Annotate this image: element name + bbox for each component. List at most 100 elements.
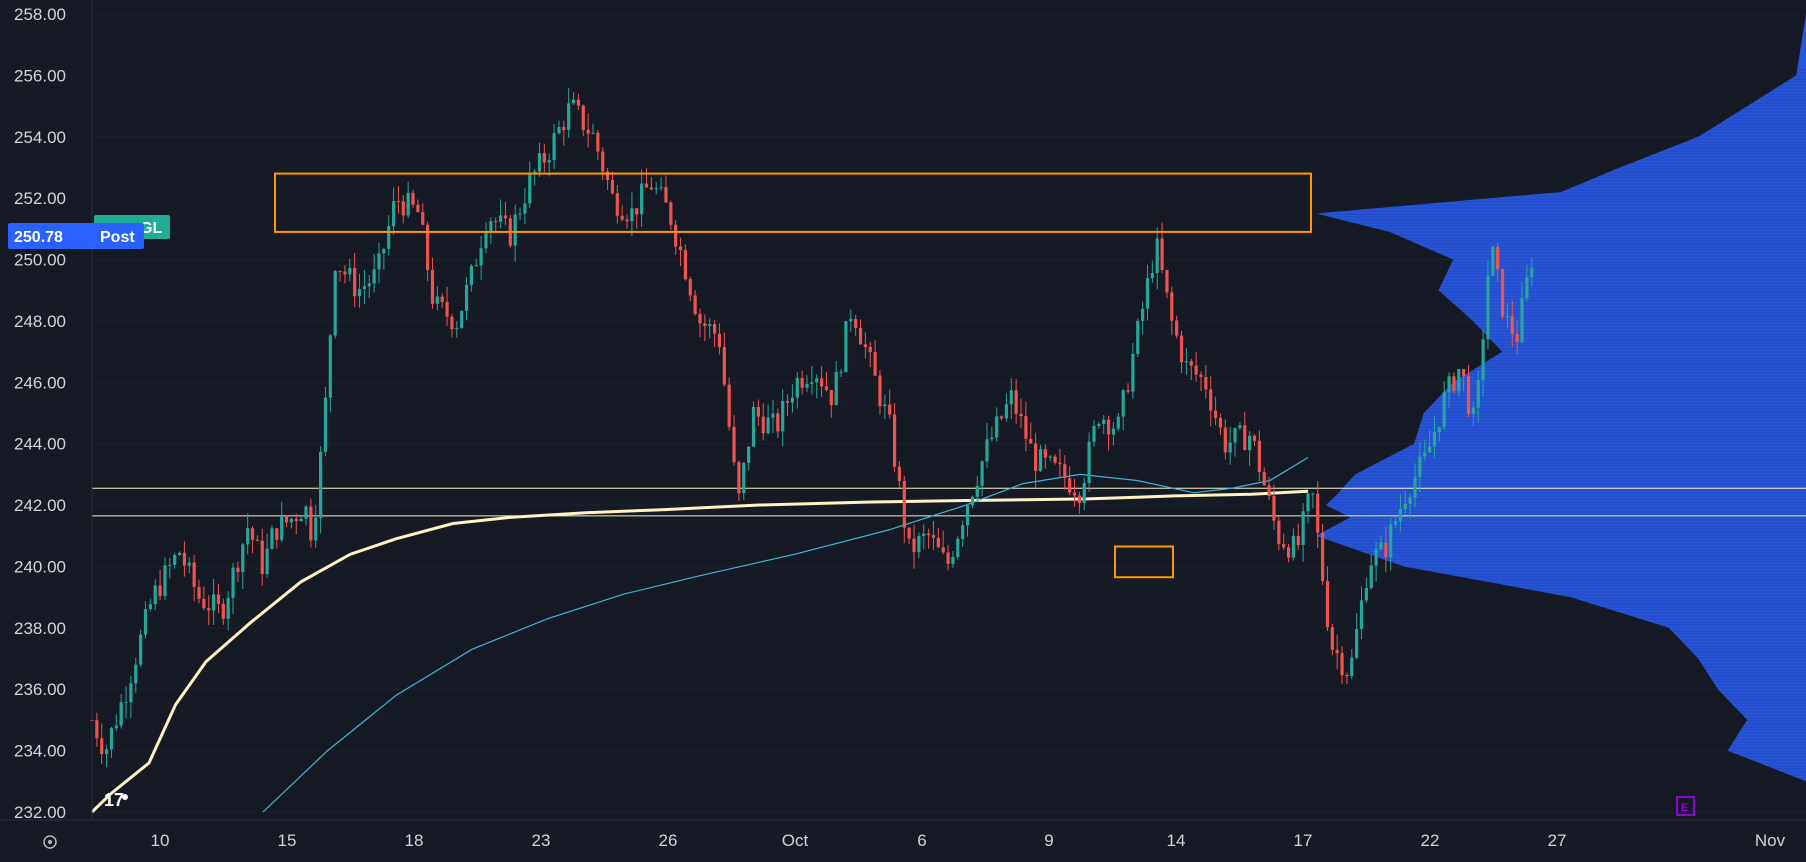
candle-body xyxy=(260,540,264,575)
candle-body xyxy=(683,250,688,280)
price-tick-label: 236.00 xyxy=(14,680,66,699)
candle-body xyxy=(489,221,493,232)
candle-body xyxy=(820,378,824,387)
candle-body xyxy=(503,215,508,219)
candle-body xyxy=(747,446,751,463)
candle-body xyxy=(1209,389,1213,411)
candle-body xyxy=(1257,440,1261,473)
time-tick-label: 10 xyxy=(151,831,170,850)
candle-body xyxy=(1121,390,1125,417)
candle-body xyxy=(1170,292,1174,321)
candle-body xyxy=(610,180,615,194)
candle-body xyxy=(523,203,527,214)
candle-body xyxy=(1106,419,1111,435)
candle-body xyxy=(858,327,863,345)
candle-body xyxy=(605,171,610,181)
candle-body xyxy=(304,506,308,519)
candle-body xyxy=(1184,361,1188,363)
candle-body xyxy=(586,129,590,134)
candle-body xyxy=(1389,524,1393,558)
candle-body xyxy=(455,327,459,330)
candle-body xyxy=(1063,464,1067,479)
candle-body xyxy=(839,371,843,373)
candle-body xyxy=(309,506,313,541)
candle-body xyxy=(109,728,114,750)
price-tick-label: 248.00 xyxy=(14,312,66,331)
horizontal-level-lines[interactable] xyxy=(92,487,1806,517)
time-tick-label: 22 xyxy=(1421,831,1440,850)
candle-body xyxy=(669,202,673,225)
time-axis[interactable]: 10 15 18 23 26 Oct 6 9 14 17 22 27 Nov xyxy=(0,819,1806,862)
candle-body xyxy=(202,598,206,609)
candle-body xyxy=(1228,442,1232,453)
candle-body xyxy=(1500,268,1505,317)
drawn-zones[interactable] xyxy=(274,172,1312,579)
candle-body xyxy=(878,375,882,407)
candle-body xyxy=(766,417,770,434)
candle-body xyxy=(907,527,911,539)
candle-body xyxy=(1058,462,1062,465)
candle-body xyxy=(1364,587,1368,601)
candle-body xyxy=(970,496,974,506)
candle-body xyxy=(134,664,138,684)
candle-body xyxy=(742,462,746,494)
candle-body xyxy=(849,319,853,322)
candle-body xyxy=(737,462,741,494)
candle-body xyxy=(1092,425,1096,442)
candle-body xyxy=(1038,449,1043,471)
candle-body xyxy=(1082,483,1086,503)
candle-body xyxy=(216,594,221,604)
candle-body xyxy=(255,539,259,541)
candle-body xyxy=(771,413,775,418)
candle-body xyxy=(426,224,430,270)
candle-body xyxy=(630,208,634,222)
time-tick-label: 9 xyxy=(1044,831,1053,850)
candle-body xyxy=(284,516,289,523)
settings-icon[interactable] xyxy=(43,835,57,849)
candle-body xyxy=(314,517,318,541)
candle-body xyxy=(270,528,274,549)
candle-body xyxy=(212,594,216,611)
candle-body xyxy=(250,528,255,540)
candle-body xyxy=(1301,511,1305,546)
candle-body xyxy=(567,103,571,131)
candle-body xyxy=(1345,674,1349,677)
candle-body xyxy=(246,528,250,545)
candle-body xyxy=(1510,315,1514,335)
candle-body xyxy=(776,413,780,432)
candle-body xyxy=(533,171,537,174)
candle-body xyxy=(1442,392,1446,428)
candle-body xyxy=(1218,417,1223,428)
candle-body xyxy=(367,283,371,287)
candle-body xyxy=(158,585,162,597)
candle-body xyxy=(927,533,931,536)
candle-body xyxy=(649,187,653,190)
candle-body xyxy=(1233,428,1237,443)
candle-body xyxy=(1131,353,1135,392)
tradingview-logo[interactable]: 17 xyxy=(104,790,128,810)
candle-body xyxy=(1179,335,1184,363)
candle-body xyxy=(591,132,595,134)
candle-body xyxy=(518,213,522,215)
candle-body xyxy=(712,324,717,334)
candle-body xyxy=(654,188,658,190)
candle-body xyxy=(1530,267,1534,278)
candle-body xyxy=(1355,629,1359,658)
candle-body xyxy=(1462,369,1466,377)
candle-body xyxy=(805,383,809,388)
candle-body xyxy=(372,269,376,284)
candle-body xyxy=(435,296,439,304)
candle-body xyxy=(1486,275,1490,340)
earnings-marker[interactable]: E xyxy=(1676,796,1695,816)
candle-body xyxy=(391,201,396,227)
candle-body xyxy=(1024,416,1028,439)
price-tick-label: 258.00 xyxy=(14,5,66,24)
candle-body xyxy=(445,301,449,317)
support-box[interactable] xyxy=(1114,545,1174,579)
candle-body xyxy=(153,585,157,605)
price-axis[interactable]: 258.00 256.00 254.00 252.00 250.00 248.00 246.… xyxy=(14,0,93,822)
resistance-zone-box[interactable] xyxy=(274,172,1312,233)
candle-body xyxy=(1175,320,1179,336)
candle-body xyxy=(401,201,405,216)
